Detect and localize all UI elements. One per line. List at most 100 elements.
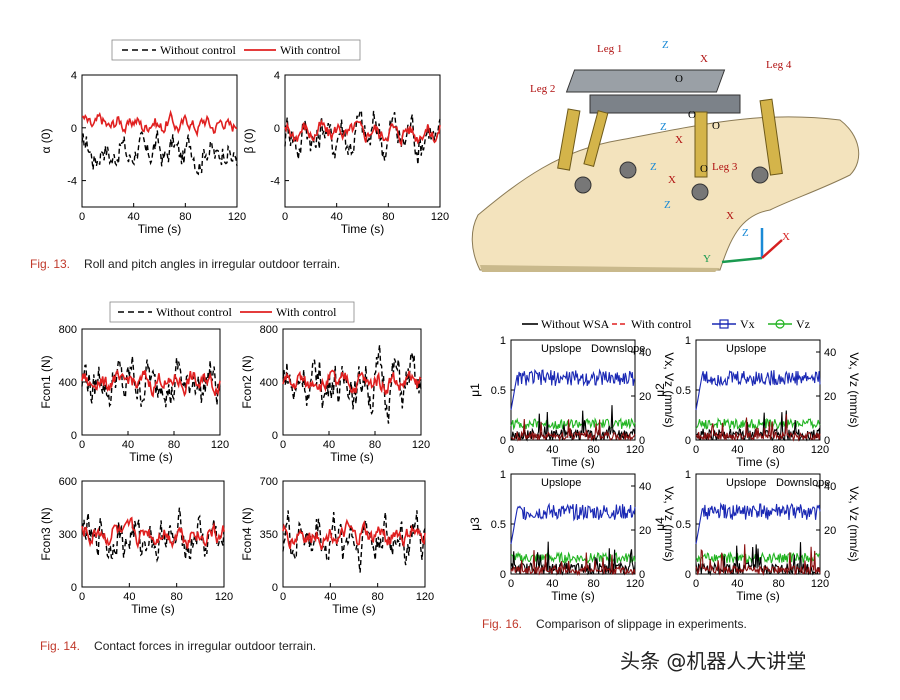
fig13b-series-1 <box>284 118 441 147</box>
legend-label: Without WSA <box>541 317 610 331</box>
y2-tick-label: 0 <box>824 435 830 447</box>
y-tick-label: 0.5 <box>491 519 506 531</box>
slope-annotation: Downslope <box>776 477 830 489</box>
fig13a-plot-frame <box>81 74 238 208</box>
axis-xb-label: X <box>700 53 708 65</box>
terrain-surface <box>471 116 860 271</box>
axis-x4-label: X <box>726 210 734 222</box>
x-axis-label: Time (s) <box>131 602 175 616</box>
x-axis-label: Time (s) <box>330 450 374 464</box>
y2-tick-label: 20 <box>639 525 651 537</box>
origin-o-label: O <box>675 73 683 85</box>
fig14a-series-1 <box>81 369 221 398</box>
x-tick-label: 40 <box>123 591 135 603</box>
x-tick-label: 40 <box>731 444 743 456</box>
x-tick-label: 40 <box>546 578 558 590</box>
axis-z4-label: Z <box>664 199 671 211</box>
fig13b-series-0 <box>284 109 441 165</box>
leg-4-label: Leg 4 <box>766 59 792 71</box>
slope-annotation: Downslope <box>591 343 645 355</box>
axis-z1-label: Z <box>660 121 667 133</box>
y-tick-label: 0 <box>272 582 278 594</box>
y2-tick-label: 20 <box>639 391 651 403</box>
x-tick-label: 80 <box>372 591 384 603</box>
x-tick-label: 120 <box>211 439 229 451</box>
x-tick-label: 0 <box>508 444 514 456</box>
x-tick-label: 80 <box>168 439 180 451</box>
fig14-legend: Without control With control <box>109 301 355 323</box>
x-tick-label: 80 <box>588 578 600 590</box>
world-z-label: Z <box>742 227 749 239</box>
leg-4-foot <box>751 166 769 184</box>
y-tick-label: -4 <box>67 176 77 188</box>
y2-tick-label: 40 <box>824 481 836 493</box>
leg-3-link <box>694 111 708 178</box>
fig16a-series-vx <box>510 368 636 411</box>
leg-2-label: Leg 2 <box>530 83 555 95</box>
fig13a-series-1 <box>81 109 238 138</box>
world-x-label: X <box>782 231 790 243</box>
fig14a-series-0 <box>81 356 221 408</box>
y2-tick-label: 20 <box>824 525 836 537</box>
x-tick-label: 0 <box>79 439 85 451</box>
x-tick-label: 80 <box>588 444 600 456</box>
leg-1-label: Leg 1 <box>597 43 622 55</box>
fig16d-series-with-control <box>695 544 821 576</box>
x-tick-label: 0 <box>280 439 286 451</box>
x-tick-label: 0 <box>79 211 85 223</box>
x-tick-label: 80 <box>171 591 183 603</box>
y-axis-label: α (0) <box>39 129 53 154</box>
y-tick-label: 4 <box>71 70 77 82</box>
fig14b-series-1 <box>282 369 422 395</box>
y-tick-label: 1 <box>685 469 691 481</box>
y-tick-label: 1 <box>500 469 506 481</box>
world-x-arrow <box>761 239 783 259</box>
legend-label: With control <box>631 317 692 331</box>
fig13a-series-0 <box>81 130 238 176</box>
x-tick-label: 120 <box>626 444 644 456</box>
fig16b-series-with-control <box>695 414 821 442</box>
leg-1-foot <box>619 161 637 179</box>
fig13-legend: Without control With control <box>111 39 361 61</box>
x-tick-label: 120 <box>215 591 233 603</box>
x-tick-label: 120 <box>416 591 434 603</box>
y2-axis-label: Vx, Vz (mm/s) <box>847 486 861 561</box>
x-tick-label: 40 <box>122 439 134 451</box>
x-tick-label: 40 <box>324 591 336 603</box>
robot-illustration: Leg 1 Leg 2 Leg 3 Leg 4 O O O O X X X X … <box>471 39 860 272</box>
x-tick-label: 120 <box>811 444 829 456</box>
leg-3-foot <box>691 183 709 201</box>
axis-x2-label: X <box>675 134 683 146</box>
y-axis-label: μ3 <box>468 517 482 531</box>
leg-3-label: Leg 3 <box>712 161 738 173</box>
x-tick-label: 40 <box>128 211 140 223</box>
y-axis-label: Fcon4 (N) <box>240 507 254 560</box>
fig16a-series-with-control <box>510 418 636 442</box>
caption-fig14: Fig. 14. Contact forces in irregular outd… <box>40 639 316 653</box>
y-axis-label: μ4 <box>653 517 667 531</box>
y-tick-label: 0 <box>71 430 77 442</box>
x-tick-label: 0 <box>693 444 699 456</box>
y-tick-label: 0.5 <box>491 385 506 397</box>
x-tick-label: 120 <box>228 211 246 223</box>
axis-z3-label: Z <box>650 161 657 173</box>
x-axis-label: Time (s) <box>551 455 595 469</box>
fig13b-plot-frame <box>284 74 441 208</box>
y-tick-label: 1 <box>685 335 691 347</box>
x-axis-label: Time (s) <box>736 589 780 603</box>
y-axis-label: μ2 <box>653 383 667 397</box>
y-tick-label: 350 <box>260 529 278 541</box>
slope-annotation: Upslope <box>726 477 766 489</box>
x-tick-label: 120 <box>431 211 449 223</box>
axis-x3-label: X <box>668 174 676 186</box>
legend-label: Without control <box>156 305 233 319</box>
y-tick-label: 400 <box>260 377 278 389</box>
x-tick-label: 0 <box>79 591 85 603</box>
fig16c-series-vz <box>510 551 636 565</box>
legend-label: Vz <box>796 317 810 331</box>
fig16-legend: Without WSA With control Vx Vz <box>522 317 810 331</box>
origin-o3-label: O <box>700 163 708 175</box>
x-axis-label: Time (s) <box>341 222 385 236</box>
x-tick-label: 80 <box>773 578 785 590</box>
y-axis-label: Fcon1 (N) <box>39 355 53 408</box>
